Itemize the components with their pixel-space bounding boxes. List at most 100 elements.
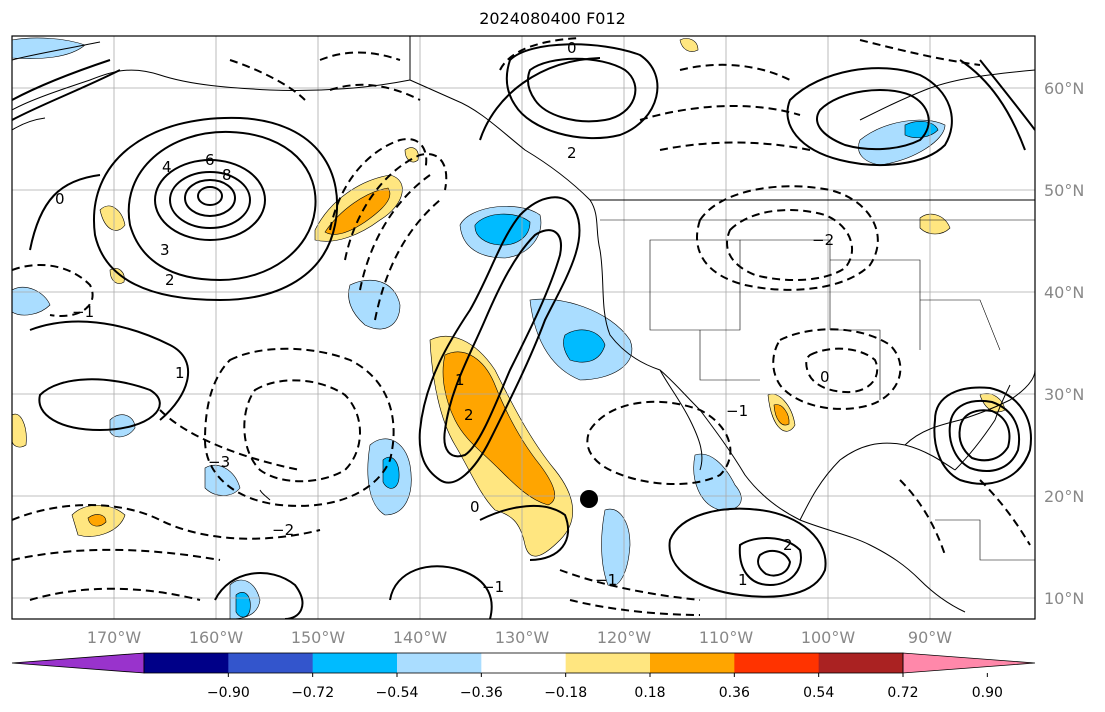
colorbar-extend-low: [11, 652, 145, 674]
contour-line: [12, 264, 94, 317]
contour-line: [197, 186, 223, 206]
contour-line: [29, 320, 189, 421]
contour-label: −1: [595, 571, 617, 589]
contour-label: −2: [812, 231, 834, 249]
contour-line: [816, 89, 930, 151]
lon-label: 150°W: [291, 628, 346, 647]
contour-line: [639, 104, 801, 121]
colorbar-extend-high: [902, 652, 1036, 674]
lon-label: 170°W: [87, 628, 142, 647]
contour-line: [738, 537, 802, 587]
contour-label: 0: [55, 190, 65, 208]
shaded-anomalies: [12, 37, 1006, 619]
contour-line: [374, 199, 441, 321]
colorbar-segment: [397, 653, 482, 673]
positive-anomaly-patch: [404, 147, 419, 163]
contour-line: [319, 51, 401, 61]
contour-line: [979, 479, 1031, 546]
contour-label: 1: [455, 371, 465, 389]
contour-line: [948, 400, 1020, 472]
colorbar-tick-label: 0.72: [887, 685, 918, 701]
contour-label: −1: [72, 303, 94, 321]
contour-label: 8: [222, 166, 232, 184]
contour-line: [12, 59, 111, 101]
contour-label: 0: [567, 39, 577, 57]
contour-label: 3: [160, 241, 170, 259]
contour-label: 6: [205, 151, 215, 169]
contour-label: 1: [175, 364, 185, 382]
colorbar-segment: [144, 653, 229, 673]
lon-label: 120°W: [597, 628, 652, 647]
contour-line: [479, 504, 570, 561]
contour-line: [418, 196, 581, 484]
contour-line: [899, 479, 946, 556]
colorbar-segment: [565, 653, 651, 673]
positive-anomaly-patch: [919, 213, 951, 235]
colorbar: [11, 652, 1036, 674]
contour-line: [154, 159, 266, 241]
contour-line: [359, 174, 431, 291]
location-marker: [580, 490, 598, 508]
lat-label: 30°N: [1044, 385, 1084, 404]
contour-line: [526, 57, 637, 123]
positive-anomaly-patch: [773, 404, 790, 426]
negative-anomaly-patch: [474, 213, 531, 246]
contour-line: [586, 400, 732, 485]
colorbar-tick-label: 0.54: [803, 685, 834, 701]
positive-anomaly-patch: [442, 351, 555, 506]
contour-label: 1: [738, 571, 748, 589]
lon-label: 160°W: [189, 628, 244, 647]
negative-anomaly-patch: [348, 279, 401, 330]
negative-anomaly-patch: [12, 37, 86, 59]
contour-label: −3: [208, 453, 230, 471]
contour-label: 2: [567, 144, 577, 162]
contour-line: [559, 569, 701, 601]
colorbar-tick-label: 0.36: [719, 685, 750, 701]
negative-anomaly-patch: [693, 453, 742, 511]
contour-line: [344, 153, 448, 261]
negative-anomaly-patch: [601, 508, 631, 587]
colorbar-segment: [481, 653, 567, 673]
contour-line: [92, 116, 339, 302]
contour-label: 2: [165, 271, 175, 289]
positive-anomaly-patch: [324, 187, 391, 235]
contour-line: [659, 141, 811, 151]
longitude-labels: 170°W 160°W 150°W 140°W 130°W 120°W 110°…: [87, 628, 952, 647]
contour-line: [569, 599, 701, 616]
colorbar-segment: [818, 653, 904, 673]
lat-label: 20°N: [1044, 487, 1084, 506]
contour-label: 0: [470, 498, 480, 516]
contour-label: −2: [272, 521, 294, 539]
contour-label: 2: [464, 406, 474, 424]
contour-line: [757, 549, 792, 577]
contour-label: −1: [482, 578, 504, 596]
colorbar-tick-label: −0.54: [376, 685, 419, 701]
contour-line: [12, 548, 221, 561]
contour-line: [933, 386, 1032, 485]
contour-line: [443, 229, 562, 458]
contour-line: [668, 507, 827, 598]
positive-anomaly-patch: [679, 38, 699, 52]
latitude-labels: 60°N 50°N 40°N 30°N 20°N 10°N: [1044, 79, 1084, 608]
lon-label: 110°W: [699, 628, 754, 647]
contour-line: [479, 57, 601, 141]
contour-line: [726, 209, 854, 282]
contour-line: [859, 39, 981, 66]
contour-label: 2: [783, 536, 793, 554]
contour-label: −1: [726, 402, 748, 420]
negative-anomaly-patch: [235, 591, 251, 618]
contour-line: [229, 59, 306, 101]
contour-labels: 6 8 4 3 2 1 0 −1 −2 −3 2 0 1 −1 2 0 −1 2…: [55, 39, 834, 596]
contour-line: [243, 379, 361, 483]
lon-label: 90°W: [908, 628, 952, 647]
colorbar-tick-label: −0.36: [460, 685, 503, 701]
lat-label: 40°N: [1044, 283, 1084, 302]
negative-anomaly-patch: [12, 286, 51, 316]
lon-label: 140°W: [393, 628, 448, 647]
contour-lines: [12, 37, 1035, 619]
colorbar-frame: [143, 652, 904, 674]
lon-label: 100°W: [801, 628, 856, 647]
contour-line: [505, 43, 659, 140]
contour-line: [29, 587, 201, 601]
